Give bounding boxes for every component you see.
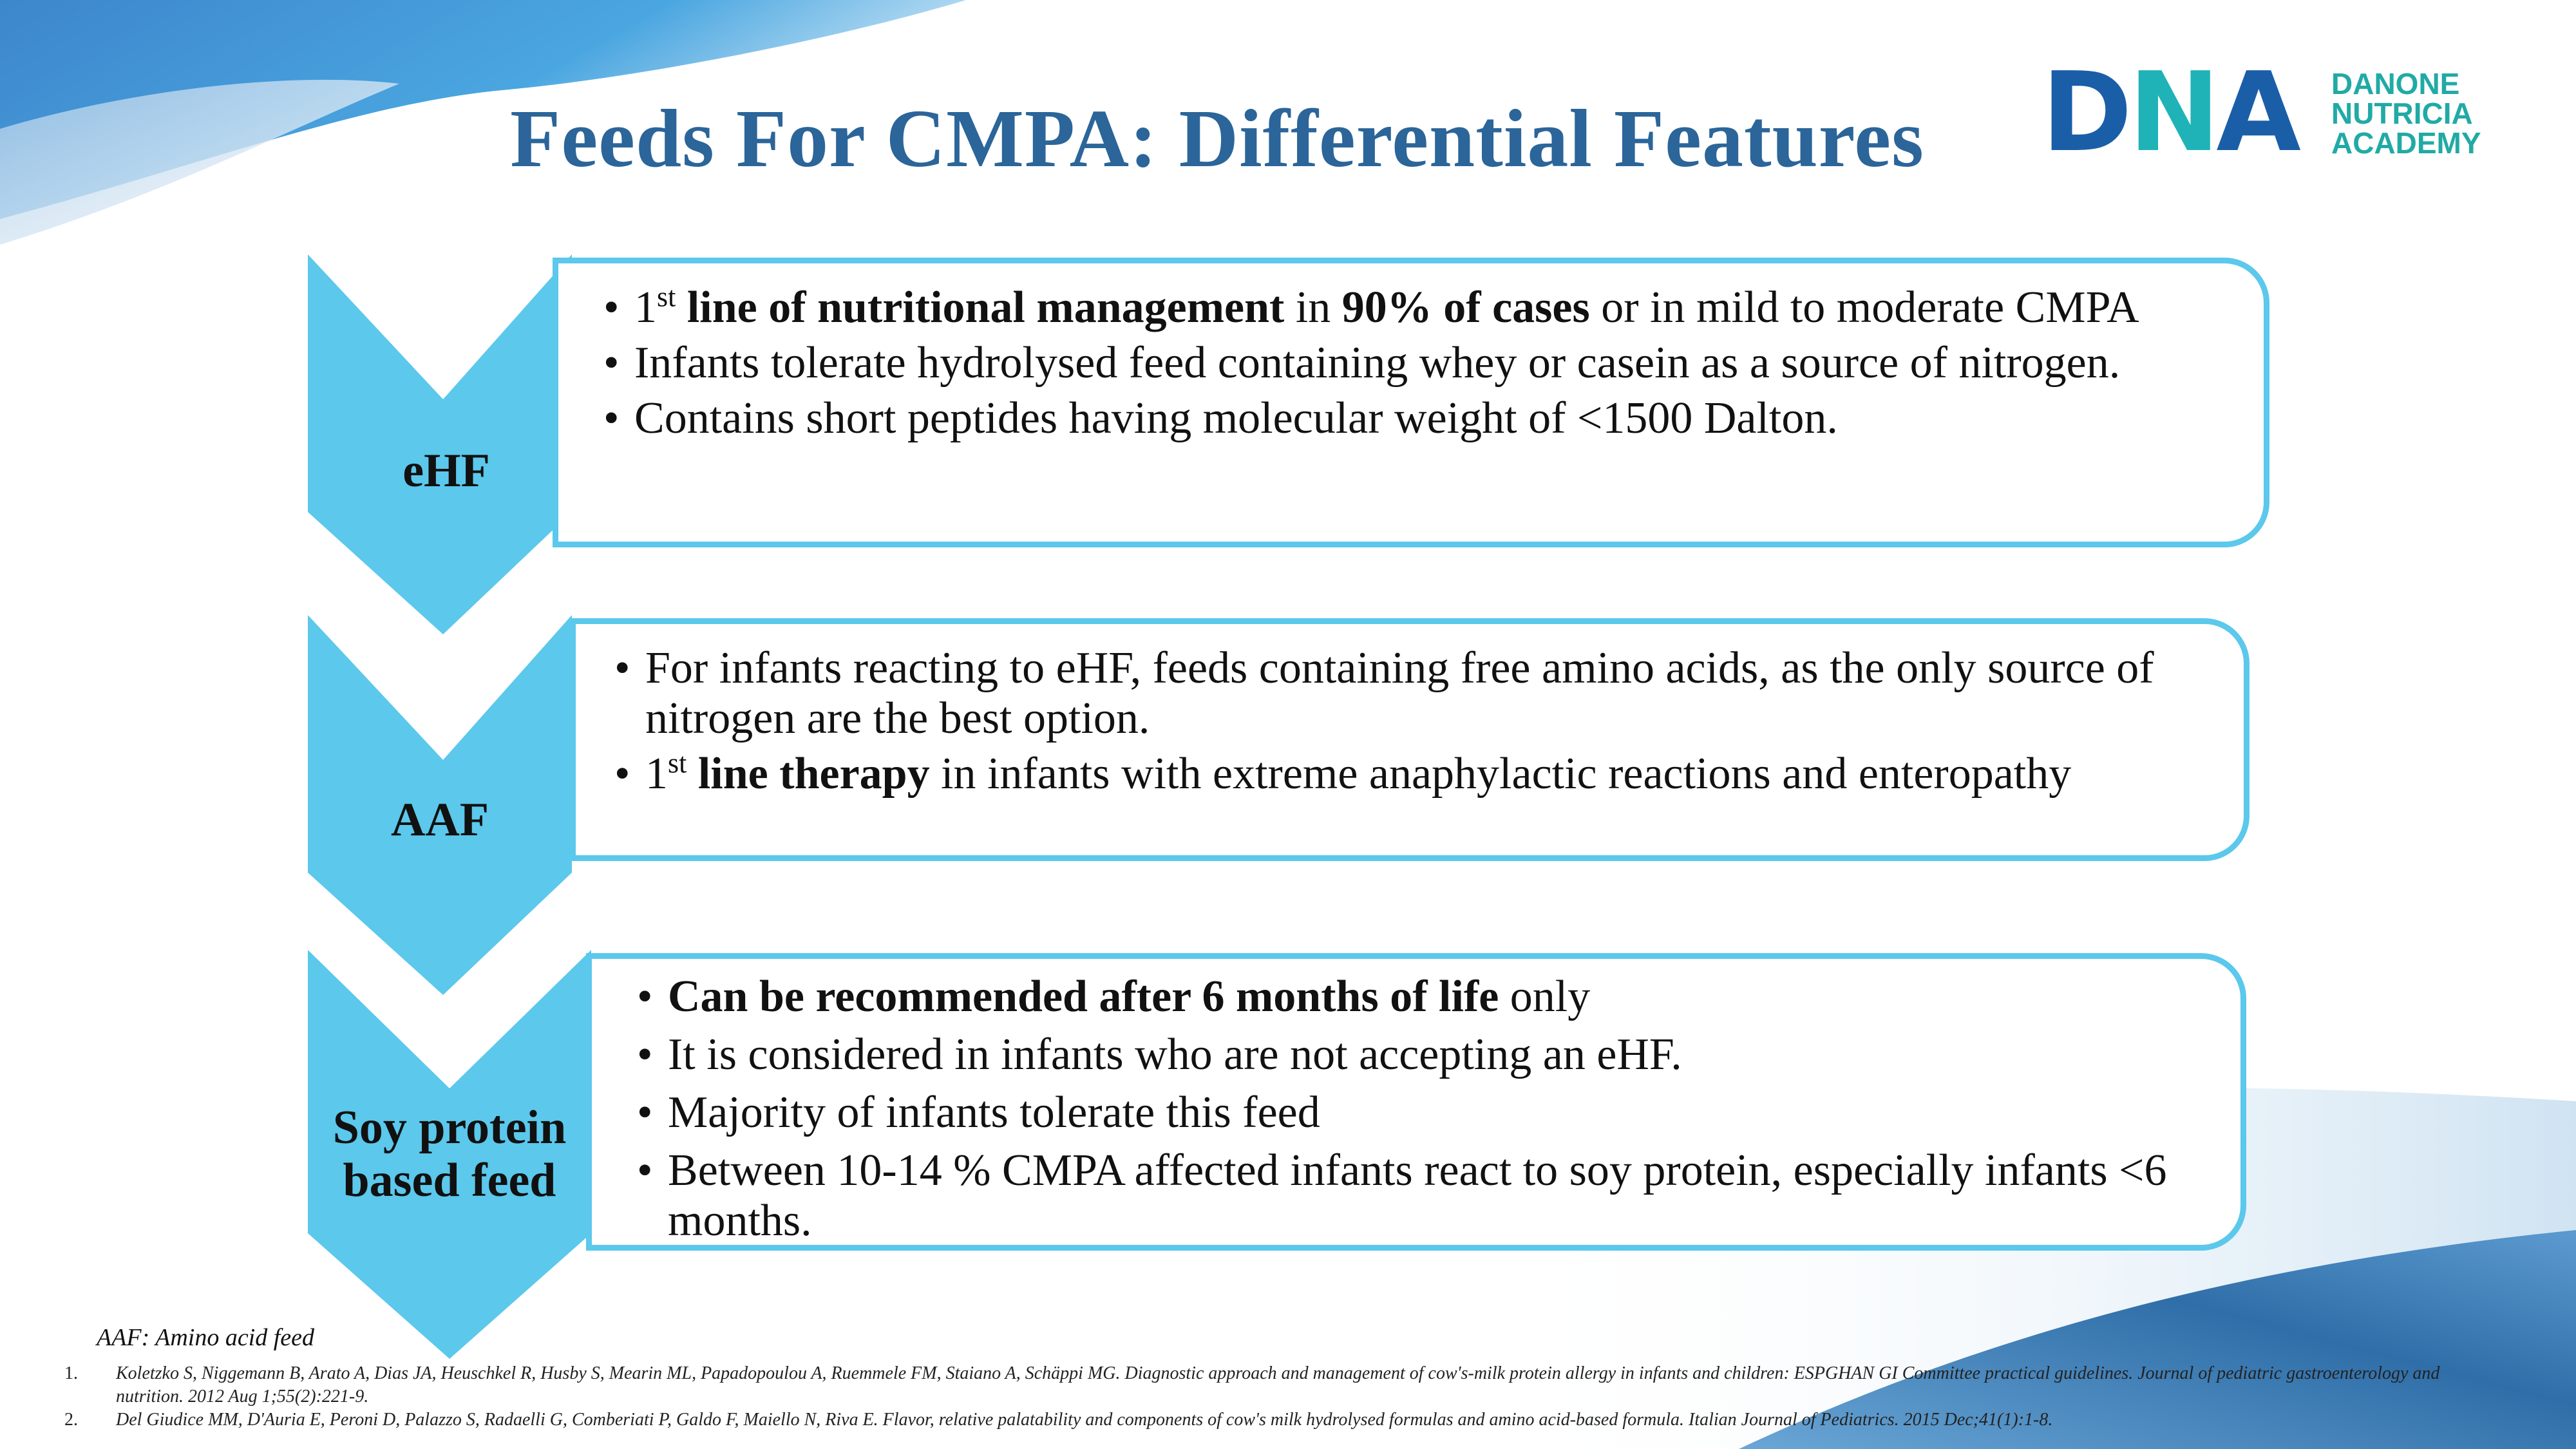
- dna-logo-text: DANONE NUTRICIA ACADEMY: [2331, 67, 2481, 160]
- chevron-soy-icon: [308, 950, 591, 1359]
- references: 1. Koletzko S, Niggemann B, Arato A, Dia…: [64, 1362, 2486, 1432]
- chevron-ehf-icon: [308, 254, 572, 634]
- reference-2: 2. Del Giudice MM, D'Auria E, Peroni D, …: [64, 1410, 2053, 1430]
- section-box-aaf: For infants reacting to eHF, feeds conta…: [570, 618, 2249, 861]
- bullet-soy-1: Can be recommended after 6 months of lif…: [637, 972, 2202, 1022]
- reference-1: 1. Koletzko S, Niggemann B, Arato A, Dia…: [64, 1363, 2440, 1406]
- section-box-ehf: 1st line of nutritional management in 90…: [553, 258, 2269, 547]
- section-label-ehf: eHF: [402, 444, 490, 497]
- slide-title: Feeds For CMPA: Differential Features: [510, 93, 1924, 184]
- bullet-soy-2: It is considered in infants who are not …: [637, 1030, 2202, 1080]
- dna-logo-mark: DNA: [2041, 49, 2301, 176]
- bullet-ehf-1: 1st line of nutritional management in 90…: [603, 283, 2225, 333]
- abbreviation-note: AAF: Amino acid feed: [97, 1324, 315, 1351]
- bullet-aaf-2: 1st line therapy in infants with extreme…: [614, 749, 2205, 799]
- bullet-aaf-1: For infants reacting to eHF, feeds conta…: [614, 643, 2205, 744]
- dna-logo: DNA DANONE NUTRICIA ACADEMY: [2041, 49, 2505, 176]
- bullet-ehf-3: Contains short peptides having molecular…: [603, 393, 2225, 444]
- section-label-soy: Soy protein based feed: [332, 1101, 567, 1207]
- chevron-aaf-icon: [308, 615, 572, 995]
- section-box-soy: Can be recommended after 6 months of lif…: [586, 953, 2246, 1251]
- bullet-soy-3: Majority of infants tolerate this feed: [637, 1088, 2202, 1138]
- section-label-aaf: AAF: [390, 793, 489, 846]
- bullet-soy-4: Between 10-14 % CMPA affected infants re…: [637, 1146, 2202, 1246]
- bullet-ehf-2: Infants tolerate hydrolysed feed contain…: [603, 338, 2225, 388]
